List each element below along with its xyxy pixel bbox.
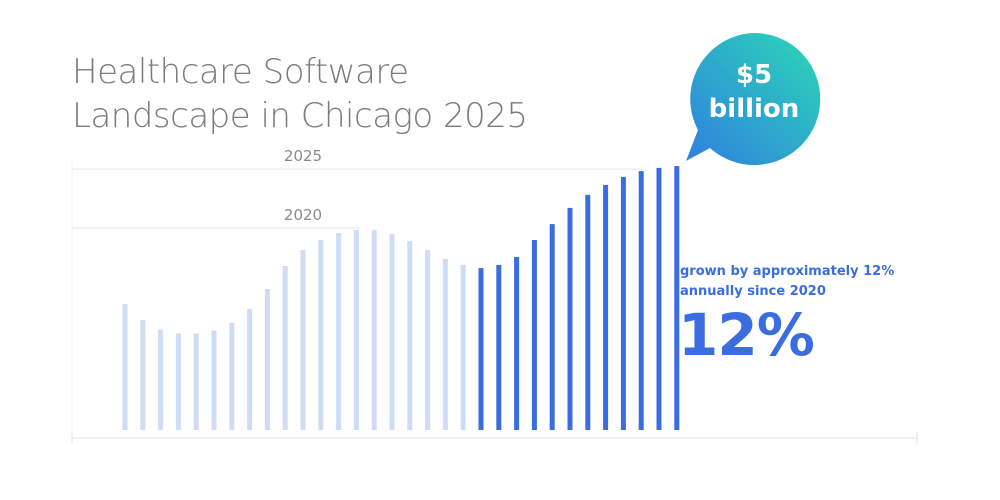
bubble-shape (686, 32, 821, 165)
bar (567, 207, 573, 430)
bar (674, 166, 680, 430)
bar (264, 289, 270, 430)
chart-title-line-2: Landscape in Chicago 2025 (72, 96, 528, 136)
chart-title-line-1: Healthcare Software (72, 52, 409, 92)
chart-annotations: 2020 2025 (72, 147, 644, 229)
chart-frame (71, 160, 918, 444)
bar (638, 171, 644, 430)
bar (140, 320, 146, 430)
annotation-label: 2020 (284, 206, 322, 224)
annotation-label: 2025 (284, 147, 322, 165)
bar (371, 229, 377, 430)
bar (585, 194, 591, 430)
bar (158, 329, 164, 430)
bubble-amount: $5 (735, 60, 773, 90)
bar (229, 322, 235, 430)
bar (425, 250, 431, 430)
bar (300, 250, 306, 430)
bar (389, 233, 395, 430)
bar (122, 304, 128, 430)
growth-description-line-2: annually since 2020 (680, 284, 826, 299)
bar (175, 333, 181, 430)
bar (407, 241, 413, 430)
bar (353, 229, 359, 430)
bar (496, 264, 502, 430)
bar (336, 233, 342, 430)
bar (247, 308, 253, 430)
bar (478, 268, 484, 430)
bar-series (122, 166, 680, 430)
bar (549, 224, 555, 430)
bar (442, 259, 448, 430)
bubble-value: $5 billion (684, 58, 824, 126)
growth-description-line-1: grown by approximately 12% (680, 264, 895, 279)
bar (603, 184, 609, 430)
bar (318, 240, 324, 430)
growth-percent: 12% (678, 301, 815, 369)
bar (460, 264, 466, 430)
bar (656, 167, 662, 430)
bar (514, 257, 520, 430)
growth-description: grown by approximately 12% annually sinc… (680, 262, 910, 302)
bar (193, 333, 199, 430)
bar (620, 176, 626, 430)
bar (211, 330, 217, 430)
chart-title: Healthcare Software Landscape in Chicago… (72, 50, 528, 138)
bar (282, 266, 288, 430)
bubble-unit: billion (708, 94, 800, 124)
value-speech-bubble: $5 billion (684, 30, 824, 170)
bar (531, 240, 537, 430)
